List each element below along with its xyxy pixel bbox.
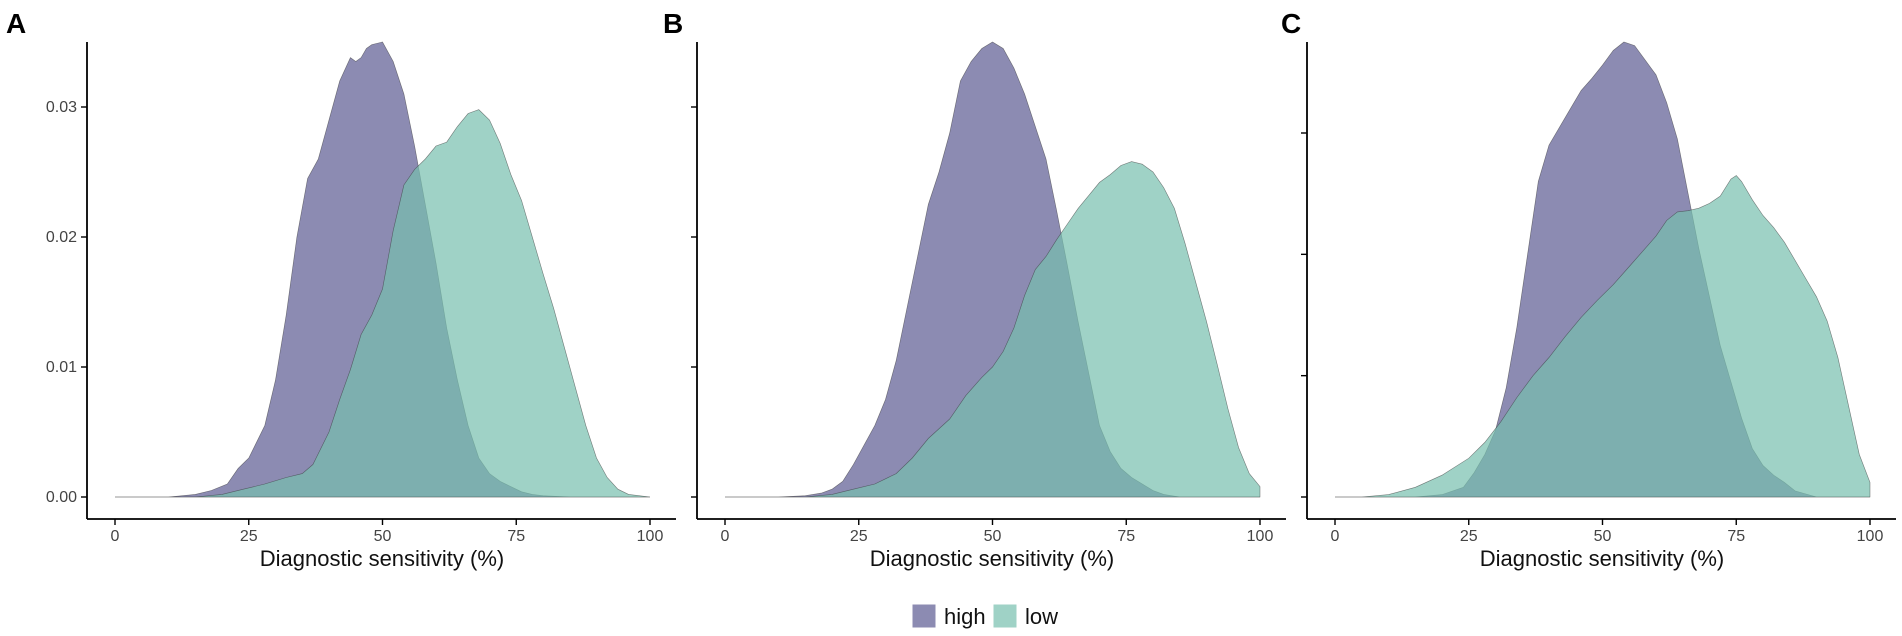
x-tick-label: 100 bbox=[637, 528, 664, 545]
density-area-low-panel-c bbox=[1335, 175, 1871, 498]
legend-label-high: high bbox=[944, 604, 986, 629]
legend-label-low: low bbox=[1025, 604, 1058, 629]
panel-c-label: C bbox=[1281, 8, 1301, 39]
x-tick-label: 25 bbox=[240, 528, 258, 545]
panel-a-x-axis-title: Diagnostic sensitivity (%) bbox=[260, 546, 505, 571]
x-tick-label: 75 bbox=[507, 528, 525, 545]
x-tick-label: 100 bbox=[1247, 528, 1274, 545]
y-tick-label: 0.02 bbox=[46, 229, 77, 246]
panel-b-x-axis-title: Diagnostic sensitivity (%) bbox=[870, 546, 1115, 571]
density-area-low-panel-a bbox=[115, 109, 651, 498]
density-area-low-panel-b bbox=[725, 161, 1261, 498]
panel-b-axes: 0 25 50 75 100 bbox=[691, 42, 1286, 545]
y-tick-label: 0.03 bbox=[46, 99, 77, 116]
panel-b-label: B bbox=[663, 8, 683, 39]
panel-b-density-areas bbox=[725, 41, 1261, 498]
x-tick-label: 0 bbox=[1331, 528, 1340, 545]
x-tick-label: 100 bbox=[1857, 528, 1884, 545]
panel-a-label: A bbox=[6, 8, 26, 39]
x-tick-label: 0 bbox=[721, 528, 730, 545]
x-tick-label: 25 bbox=[1460, 528, 1478, 545]
panel-a-density-areas bbox=[115, 41, 651, 498]
y-tick-label: 0.01 bbox=[46, 359, 77, 376]
panel-a: A 0 25 50 75 100 0.00 0.01 0.02 0.03 Diagnostic … bbox=[6, 8, 676, 571]
legend-swatch-low bbox=[992, 603, 1018, 629]
x-tick-label: 75 bbox=[1117, 528, 1135, 545]
legend: high low bbox=[911, 603, 1058, 629]
x-tick-label: 25 bbox=[850, 528, 868, 545]
x-tick-label: 50 bbox=[374, 528, 392, 545]
y-tick-label: 0.00 bbox=[46, 489, 77, 506]
panel-a-axes: 0 25 50 75 100 0.00 0.01 0.02 0.03 bbox=[46, 42, 676, 545]
x-tick-label: 50 bbox=[984, 528, 1002, 545]
panel-c: C 0 25 50 75 100 Diagnostic sensitivity (%) bbox=[1281, 8, 1896, 571]
x-tick-label: 0 bbox=[111, 528, 120, 545]
panel-c-x-axis-title: Diagnostic sensitivity (%) bbox=[1480, 546, 1725, 571]
x-tick-label: 75 bbox=[1727, 528, 1745, 545]
panel-b: B 0 25 50 75 100 Diagnostic sensitivity (%) bbox=[663, 8, 1286, 571]
x-tick-label: 50 bbox=[1594, 528, 1612, 545]
panel-c-axes: 0 25 50 75 100 bbox=[1301, 42, 1896, 545]
panel-c-density-areas bbox=[1335, 41, 1871, 498]
legend-swatch-high bbox=[911, 603, 937, 629]
